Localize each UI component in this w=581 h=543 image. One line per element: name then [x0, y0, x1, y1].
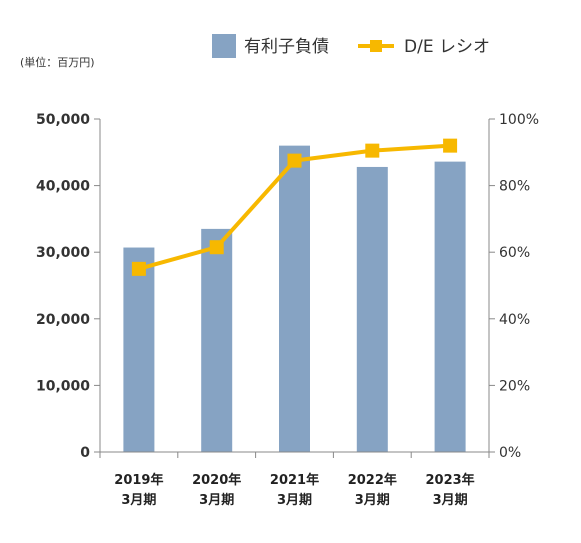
bar-debt: [123, 247, 155, 452]
right-tick-label: 60%: [499, 245, 530, 261]
x-tick-label: 2021年: [270, 472, 319, 488]
legend-label-de: D/E レシオ: [404, 37, 490, 57]
legend-swatch-debt: [212, 34, 236, 58]
x-tick-label: 2023年: [426, 472, 475, 488]
bar-debt: [279, 145, 310, 452]
bar-debt: [356, 166, 388, 452]
left-tick-label: 40,000: [36, 179, 90, 195]
left-tick-label: 50,000: [36, 112, 90, 128]
de-ratio-point: [443, 138, 458, 153]
bar-debt: [434, 161, 466, 452]
de-ratio-point: [209, 240, 224, 255]
bar-debt: [201, 228, 233, 452]
x-tick-label: 2020年: [192, 472, 241, 488]
x-tick-label: 2022年: [348, 472, 397, 488]
right-tick-label: 80%: [499, 179, 530, 195]
de-ratio-point: [365, 143, 380, 158]
right-tick-label: 0%: [499, 445, 521, 461]
x-tick-label: 3月期: [199, 493, 234, 508]
x-tick-label: 2019年: [114, 472, 163, 488]
legend-marker-de: [370, 40, 382, 52]
unit-label: (単位：百万円): [20, 55, 95, 69]
legend: 有利子負債 D/E レシオ: [212, 34, 490, 58]
x-tick-label: 3月期: [355, 493, 390, 508]
left-tick-label: 0: [80, 445, 90, 461]
right-tick-label: 20%: [499, 378, 530, 394]
legend-label-debt: 有利子負債: [244, 37, 329, 57]
de-ratio-point: [131, 261, 146, 276]
x-tick-label: 3月期: [121, 493, 156, 508]
x-tick-label: 3月期: [277, 493, 312, 508]
x-tick-label: 3月期: [433, 493, 468, 508]
left-tick-label: 10,000: [36, 378, 90, 394]
right-tick-label: 40%: [499, 312, 530, 328]
de-ratio-point: [287, 153, 302, 168]
left-tick-label: 20,000: [36, 312, 90, 328]
left-tick-label: 30,000: [36, 245, 90, 261]
right-tick-label: 100%: [499, 112, 539, 128]
